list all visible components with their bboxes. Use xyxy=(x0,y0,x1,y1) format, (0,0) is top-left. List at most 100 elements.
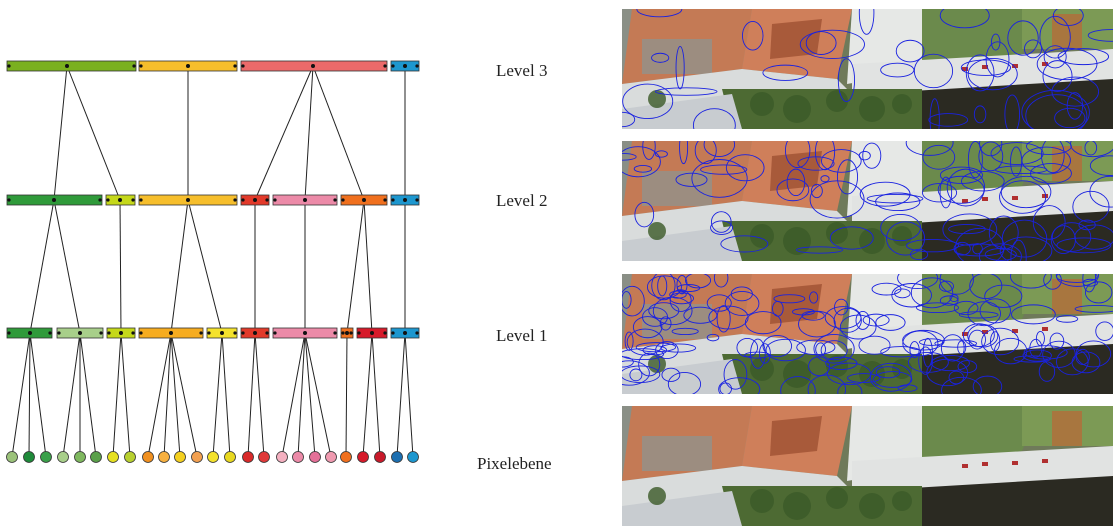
edge xyxy=(30,333,46,457)
pixel-node xyxy=(225,452,236,463)
node-dot xyxy=(241,198,244,201)
node-dot xyxy=(119,331,123,335)
pixel-node xyxy=(341,452,352,463)
node-dot xyxy=(131,198,134,201)
node-dot xyxy=(106,198,109,201)
pixel-node xyxy=(91,452,102,463)
node-dot xyxy=(7,64,10,67)
pixel-node xyxy=(243,452,254,463)
node-dot xyxy=(118,198,122,202)
node-dot xyxy=(333,198,336,201)
edge xyxy=(120,200,121,333)
edge xyxy=(222,333,230,457)
node-dot xyxy=(139,198,142,201)
pixel-node xyxy=(310,452,321,463)
node-dot xyxy=(99,331,102,334)
node-dot xyxy=(349,331,352,334)
node-dot xyxy=(233,64,236,67)
node-dot xyxy=(98,198,101,201)
node-dot xyxy=(7,198,10,201)
node-dot xyxy=(107,331,110,334)
node-dot xyxy=(186,64,190,68)
node-dot xyxy=(207,331,210,334)
node-dot xyxy=(169,331,173,335)
node-dot xyxy=(78,331,82,335)
edge xyxy=(171,333,180,457)
pixel-node xyxy=(208,452,219,463)
node-dot xyxy=(341,198,344,201)
pixel-node xyxy=(358,452,369,463)
node-dot xyxy=(333,331,336,334)
segmentation-images xyxy=(609,0,1115,526)
node-dot xyxy=(233,198,236,201)
node-dot xyxy=(65,64,69,68)
diagram: Level 3 Level 2 Level 1 Pixelebene xyxy=(0,0,1115,527)
edge xyxy=(248,333,255,457)
edge xyxy=(80,333,96,457)
pixel-node xyxy=(326,452,337,463)
node-dot xyxy=(132,64,135,67)
edge xyxy=(113,333,121,457)
node-dot xyxy=(391,64,394,67)
aerial-photo xyxy=(622,406,1113,526)
edge xyxy=(63,333,80,457)
edge xyxy=(12,333,30,457)
pixel-node xyxy=(58,452,69,463)
node-dot xyxy=(415,198,418,201)
node-dot xyxy=(131,331,134,334)
node-dot xyxy=(303,198,307,202)
pixel-node xyxy=(192,452,203,463)
edge xyxy=(313,66,364,200)
node-dot xyxy=(241,331,244,334)
node-dot xyxy=(233,331,236,334)
node-dot xyxy=(265,331,268,334)
pixel-node xyxy=(277,452,288,463)
node-dot xyxy=(199,331,202,334)
pixel-node xyxy=(259,452,270,463)
node-dot xyxy=(52,198,56,202)
node-dot xyxy=(28,331,32,335)
node-dot xyxy=(391,331,394,334)
node-dot xyxy=(253,198,257,202)
level-label: Level 3 xyxy=(496,61,547,80)
edge xyxy=(54,66,67,200)
node-dot xyxy=(311,64,315,68)
node-dot xyxy=(139,331,142,334)
aerial-image xyxy=(609,130,1115,275)
edge xyxy=(305,66,313,200)
node-dot xyxy=(253,331,257,335)
node-dot xyxy=(57,331,60,334)
pixel-node xyxy=(7,452,18,463)
aerial-image xyxy=(609,0,1115,142)
pixel-node xyxy=(75,452,86,463)
node-dot xyxy=(345,331,349,335)
node-dot xyxy=(383,331,386,334)
edge xyxy=(305,333,315,457)
edge xyxy=(188,200,222,333)
node-dot xyxy=(48,331,51,334)
pixel-node xyxy=(375,452,386,463)
level-label: Level 1 xyxy=(496,326,547,345)
node-dot xyxy=(265,198,268,201)
pixel-node xyxy=(175,452,186,463)
node-dot xyxy=(241,64,244,67)
pixel-node xyxy=(408,452,419,463)
node-dot xyxy=(403,331,407,335)
node-dot xyxy=(415,64,418,67)
node-dot xyxy=(273,198,276,201)
pixel-node xyxy=(24,452,35,463)
pixel-node xyxy=(159,452,170,463)
edge xyxy=(67,66,120,200)
aerial-image xyxy=(609,264,1115,405)
node-dot xyxy=(7,331,10,334)
edge xyxy=(405,333,413,457)
node-dot xyxy=(357,331,360,334)
edge xyxy=(255,66,313,200)
edge xyxy=(372,333,380,457)
level-label: Level 2 xyxy=(496,191,547,210)
edge xyxy=(364,200,372,333)
edge xyxy=(54,200,80,333)
edge xyxy=(171,200,188,333)
pixel-node xyxy=(293,452,304,463)
node-dot xyxy=(383,198,386,201)
